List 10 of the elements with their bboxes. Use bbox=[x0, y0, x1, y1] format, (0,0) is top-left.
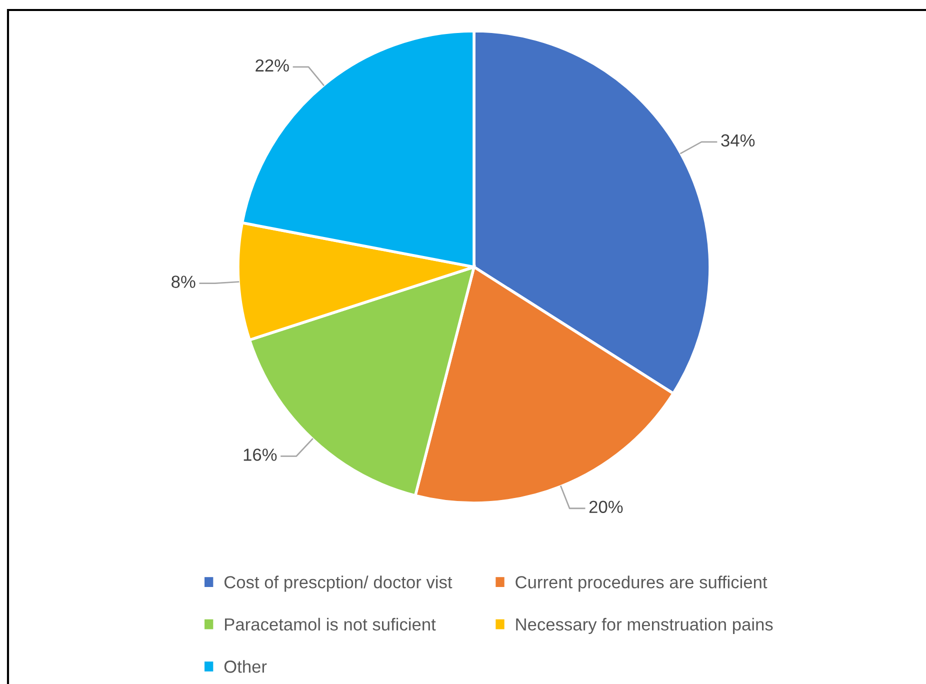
legend-label: Current procedures are sufficient bbox=[516, 576, 768, 592]
data-label: 34% bbox=[721, 134, 755, 147]
data-label: 8% bbox=[172, 276, 196, 288]
data-label: 22% bbox=[256, 59, 289, 72]
legend-label: Paracetamol is not suficient bbox=[225, 618, 436, 631]
data-label: 20% bbox=[589, 500, 623, 514]
legend-label: Cost of prescption/ doctor vist bbox=[224, 576, 452, 592]
data-label: 16% bbox=[244, 448, 277, 461]
legend-label: Other bbox=[224, 660, 267, 673]
legend-label: Necessary for menstruation pains bbox=[516, 618, 773, 634]
